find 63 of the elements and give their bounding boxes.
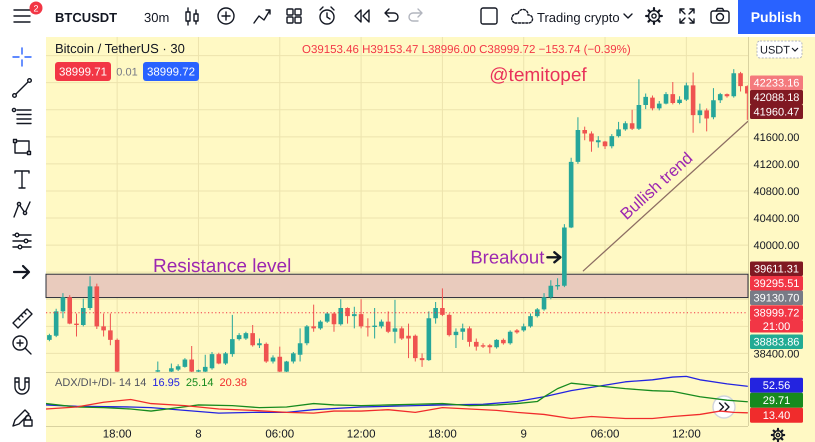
text: 39611.31 [754,264,800,276]
candlestick [406,324,411,358]
candlestick [589,131,594,152]
text: 21:00 [762,321,790,333]
band-label: Resistance level [153,256,292,278]
y-tick-label: 40400.00 [754,213,800,226]
candlestick [650,96,655,110]
candlestick [366,318,370,336]
series-label: 20.38 [219,377,247,389]
y-tick-label: 40800.00 [754,186,800,198]
candlestick [454,328,458,348]
y-tick-label: 40000.00 [754,240,800,252]
y-tick-label: 41600.00 [754,132,800,144]
text: 42088.18 [754,92,800,104]
text: 39130.70 [754,292,800,304]
x-tick-label: 12:00 [672,428,701,440]
ref-line-label: 38999.72 [754,308,800,320]
candlestick [270,355,276,364]
candlestick [372,308,377,338]
text: USDT [760,44,790,56]
text: Trading crypto [537,10,620,25]
x-tick-label: 18:00 [428,428,457,440]
candlestick [210,352,214,370]
annotation: 38999.71 [59,66,107,78]
text: Publish [750,9,802,25]
x-tick-label: 9 [520,428,527,440]
candlestick [332,312,336,332]
x-tick-label: 18:00 [102,428,132,440]
x-tick-label: 06:00 [590,428,620,440]
candlestick [602,140,608,150]
candlestick [392,300,398,344]
candlestick [257,338,262,348]
text: O39153.46 H39153.47 L38996.00 C38999.72 −153.74 (−0.39%) [302,44,631,56]
candlestick [528,313,533,328]
data-label: 29.71 [762,394,790,407]
annotation: @temitopef [489,65,588,86]
text: 39295.51 [754,278,800,290]
candlestick [311,304,316,332]
text: 2 [33,3,39,14]
x-tick-label: 06:00 [265,428,294,440]
series-label: 16.95 [152,377,180,389]
x-tick-label: 12:00 [346,428,376,440]
annotation: 0.01 [116,66,138,78]
annotation: 38999.72 [147,66,195,78]
data-label: 52.56 [762,380,790,392]
candlestick [542,293,546,311]
annotation: Breakout [470,246,544,268]
y-tick-label: 41200.00 [754,158,800,171]
text: BTCUSDT [55,10,118,25]
series-label: 25.14 [186,377,214,389]
candlestick [738,72,743,92]
chart-title: Bitcoin / TetherUS · 30 [55,41,185,56]
candlestick [555,278,560,290]
candlestick [352,306,357,328]
y-tick-label: 38400.00 [754,348,800,360]
text: 38883.86 [754,336,800,348]
text: 41960.47 [754,106,800,118]
text: 30m [144,10,170,25]
data-label: 13.40 [762,410,790,422]
chart-title: ADX/DI+/DI- 14 14 [55,377,146,389]
x-tick-label: 8 [195,428,202,440]
text: 42233.16 [754,78,800,90]
candlestick [664,92,668,104]
